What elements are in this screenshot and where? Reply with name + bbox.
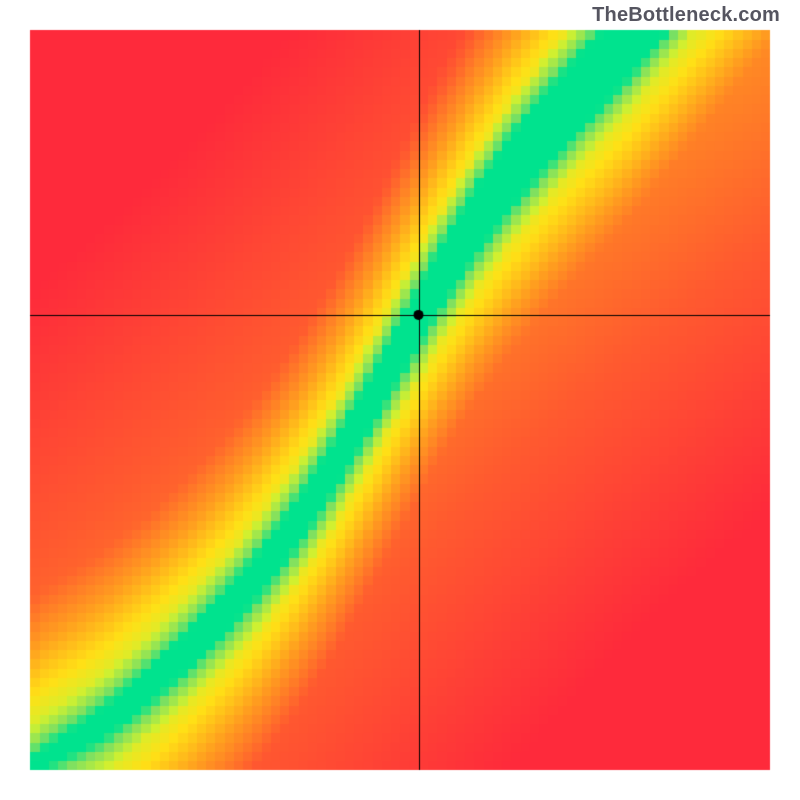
heatmap-chart (0, 0, 800, 800)
chart-container: TheBottleneck.com (0, 0, 800, 800)
watermark-text: TheBottleneck.com (592, 4, 780, 27)
